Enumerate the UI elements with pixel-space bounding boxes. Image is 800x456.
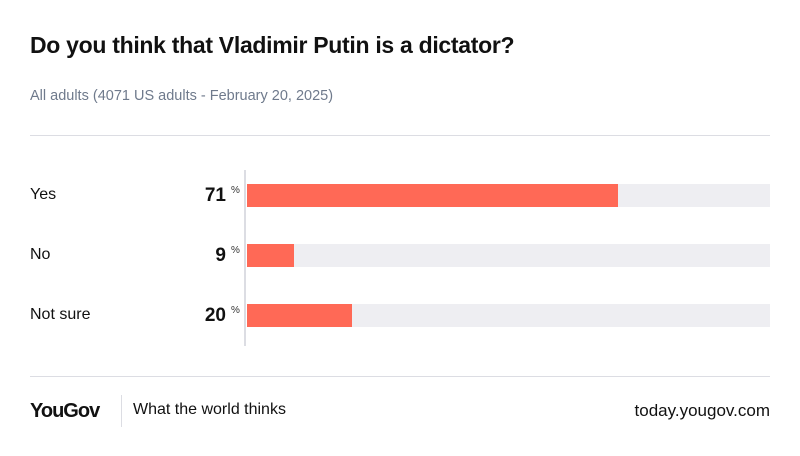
divider bbox=[121, 395, 122, 427]
unit-label: % bbox=[231, 185, 240, 196]
data-label: 9 bbox=[215, 245, 226, 266]
chart-subtitle: All adults (4071 US adults - February 20… bbox=[30, 88, 334, 104]
bar-track bbox=[247, 304, 770, 327]
site-link[interactable]: today.yougov.com bbox=[634, 401, 770, 420]
unit-label: % bbox=[231, 305, 240, 316]
category-label: Not sure bbox=[30, 306, 91, 323]
axis-line bbox=[244, 170, 246, 346]
yougov-logo[interactable]: YouGov bbox=[30, 400, 100, 422]
data-label: 20 bbox=[204, 305, 226, 326]
divider bbox=[30, 135, 770, 136]
divider bbox=[30, 376, 770, 377]
category-label: No bbox=[30, 246, 51, 263]
category-label: Yes bbox=[30, 186, 57, 203]
bar bbox=[247, 244, 295, 267]
data-label: 71 bbox=[204, 185, 226, 206]
tagline: What the world thinks bbox=[133, 401, 286, 418]
bar-track bbox=[247, 184, 770, 207]
unit-label: % bbox=[231, 245, 240, 256]
chart-title: Do you think that Vladimir Putin is a di… bbox=[30, 32, 515, 58]
bar bbox=[247, 304, 352, 327]
bar-track bbox=[247, 244, 770, 267]
bar bbox=[247, 184, 619, 207]
